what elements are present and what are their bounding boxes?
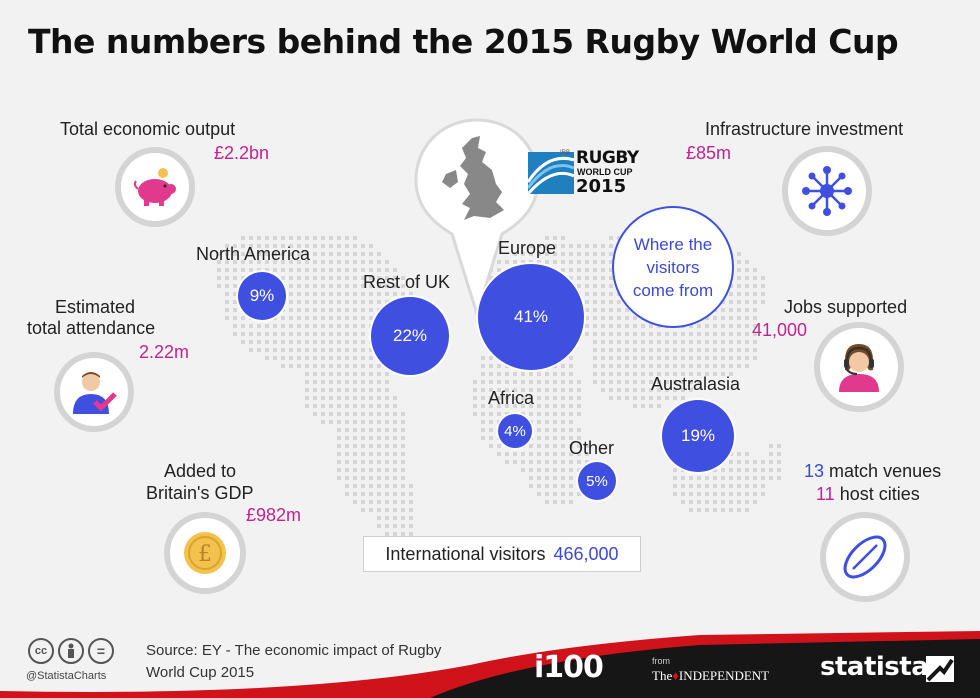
region-bubble-australasia: 19% (662, 400, 734, 472)
no-derivatives-icon: = (88, 638, 114, 664)
statista-mark-icon (926, 656, 954, 682)
page-title: The numbers behind the 2015 Rugby World … (28, 22, 899, 61)
from-text: from (652, 656, 670, 666)
rugby-world-cup-logo: IRB RUGBY WORLD CUP 2015 (528, 148, 648, 197)
international-visitors-box: International visitors 466,000 (363, 536, 641, 572)
eagle-icon: ♦ (672, 668, 679, 683)
economic-output-value: £2.2bn (214, 143, 270, 163)
region-bubble-other: 5% (578, 462, 616, 500)
region-label-north-america: North America (196, 244, 311, 264)
network-icon (782, 146, 872, 236)
cities-number: 11 (816, 484, 835, 504)
international-visitors-label: International visitors (385, 543, 546, 564)
license-icons: cc = (28, 638, 114, 664)
rugby-ball-icon (820, 512, 910, 602)
economic-output-label: Total economic output (60, 119, 236, 139)
visitors-heading: Where the visitors come from (632, 234, 714, 300)
i100-logo: i100 (534, 650, 604, 685)
infrastructure-value: £85m (686, 143, 732, 163)
region-label-europe: Europe (498, 238, 557, 258)
person-check-icon (54, 352, 134, 432)
uk-map-pin-icon (414, 118, 540, 318)
gdp-value: £982m (246, 505, 302, 525)
attribution-icon (58, 638, 84, 664)
source-text: Source: EY - The economic impact of Rugb… (146, 642, 442, 681)
attendance-value: 2.22m (139, 342, 190, 362)
gdp-label-line1: Added to (164, 461, 237, 481)
visitors-heading-circle: Where the visitors come from (612, 206, 734, 328)
international-visitors-value: 466,000 (553, 543, 619, 564)
statista-handle: @StatistaCharts (26, 670, 107, 682)
attendance-label-line2: total attendance (27, 318, 156, 338)
jobs-label: Jobs supported (784, 297, 908, 317)
region-label-africa: Africa (488, 388, 535, 408)
rwc-swirl-icon (528, 152, 574, 194)
svg-text:£: £ (198, 542, 212, 567)
region-bubble-rest-of-uk: 22% (371, 297, 449, 375)
piggy-bank-icon (115, 147, 195, 227)
region-label-rest-of-uk: Rest of UK (363, 272, 451, 292)
independent-logo: The♦INDEPENDENT (652, 668, 770, 683)
region-label-other: Other (569, 438, 615, 458)
footer-background (0, 631, 980, 698)
infrastructure-label: Infrastructure investment (705, 119, 904, 139)
region-bubble-africa: 4% (498, 414, 532, 448)
statista-logo: statista (820, 652, 929, 682)
jobs-value: 41,000 (752, 320, 808, 340)
attendance-label-line1: Estimated (55, 297, 136, 317)
headset-operator-icon (814, 322, 904, 412)
cities-text: host cities (839, 484, 920, 504)
venues-number: 13 (804, 461, 825, 481)
cities-line: 11 host cities (816, 484, 920, 505)
venues-text: match venues (829, 461, 942, 481)
gdp-label-line2: Britain's GDP (146, 483, 254, 503)
venues-line: 13 match venues (804, 461, 941, 482)
region-bubble-europe: 41% (478, 264, 584, 370)
cc-icon: cc (28, 638, 54, 664)
pound-coin-icon: £ (164, 512, 246, 594)
region-label-australasia: Australasia (651, 374, 741, 394)
region-bubble-north-america: 9% (238, 272, 286, 320)
